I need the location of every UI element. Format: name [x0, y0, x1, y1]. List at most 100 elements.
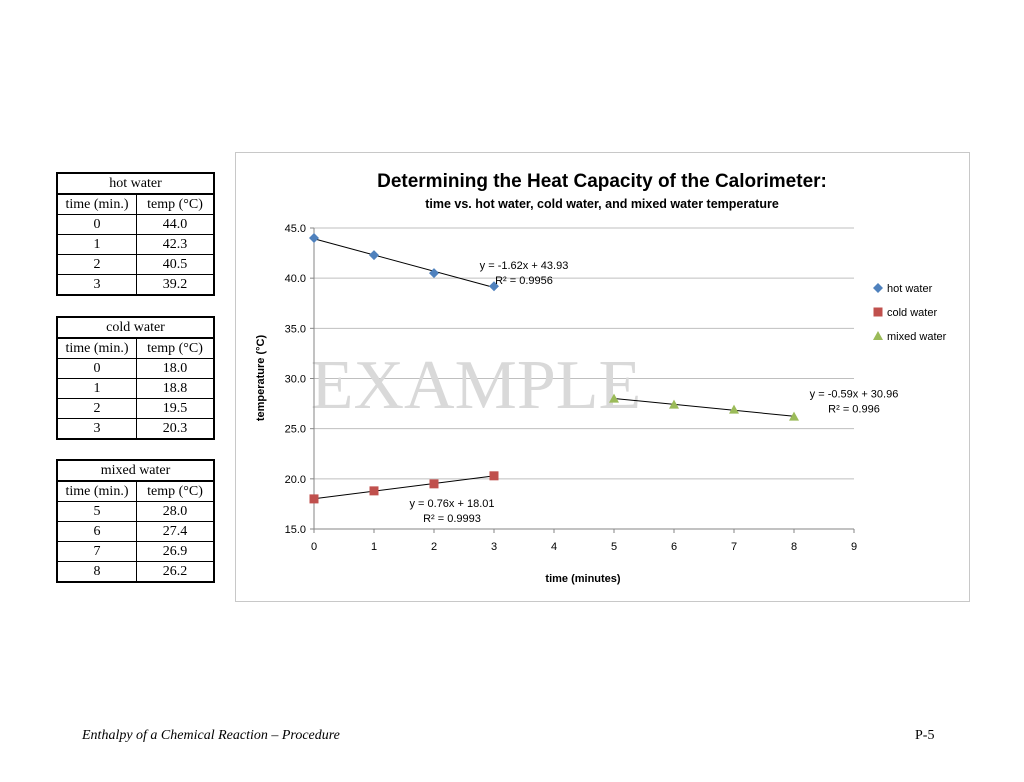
trend-equation: y = 0.76x + 18.01 — [409, 498, 494, 510]
y-tick-label: 30.0 — [285, 374, 306, 386]
data-point — [789, 411, 799, 421]
time-cell: 3 — [56, 274, 137, 296]
axes: 15.0 20.0 25.0 30.0 35.0 40.0 45.0 0 1 2 3 4 5 6 7 8 9 — [285, 223, 857, 553]
x-axis-label: time (minutes) — [545, 573, 621, 585]
x-tick-label: 3 — [491, 541, 497, 553]
table-row: 2 19.5 — [56, 398, 215, 419]
time-cell: 7 — [56, 541, 137, 562]
y-tick-label: 45.0 — [285, 223, 306, 235]
r-squared-value: R² = 0.9956 — [495, 275, 553, 287]
temp-cell: 26.2 — [136, 561, 215, 583]
chart-area: Determining the Heat Capacity of the Cal… — [235, 152, 970, 602]
x-tick-label: 5 — [611, 541, 617, 553]
legend-label: hot water — [887, 283, 933, 295]
x-tick-label: 8 — [791, 541, 797, 553]
data-markers — [309, 233, 799, 504]
trend-equation: y = -1.62x + 43.93 — [480, 260, 569, 272]
time-cell: 8 — [56, 561, 137, 583]
table-row: 1 42.3 — [56, 234, 215, 255]
x-tick-label: 4 — [551, 541, 557, 553]
y-axis-label: temperature (°C) — [255, 335, 267, 422]
table-title: mixed water — [56, 459, 215, 482]
x-tick-label: 9 — [851, 541, 857, 553]
temp-cell: 27.4 — [136, 521, 215, 542]
r-squared-value: R² = 0.996 — [828, 404, 880, 416]
temp-cell: 18.0 — [136, 358, 215, 379]
footer-title: Enthalpy of a Chemical Reaction – Proced… — [82, 728, 340, 743]
table-row: 3 39.2 — [56, 274, 215, 296]
r-squared-value: R² = 0.9993 — [423, 513, 481, 525]
data-point — [729, 404, 739, 414]
table-row: 0 18.0 — [56, 358, 215, 379]
data-point — [873, 283, 883, 293]
x-tick-label: 0 — [311, 541, 317, 553]
temp-cell: 42.3 — [136, 234, 215, 255]
time-cell: 0 — [56, 214, 137, 235]
table-row: 2 40.5 — [56, 254, 215, 275]
time-cell: 2 — [56, 398, 137, 419]
y-tick-label: 20.0 — [285, 474, 306, 486]
data-point — [429, 479, 439, 489]
y-tick-label: 25.0 — [285, 424, 306, 436]
trendlines — [313, 238, 795, 500]
chart-subtitle: time vs. hot water, cold water, and mixe… — [425, 197, 779, 211]
trendline — [613, 397, 795, 417]
watermark-text: EXAMPLE — [311, 347, 642, 424]
trend-equation: y = -0.59x + 30.96 — [810, 389, 899, 401]
time-cell: 2 — [56, 254, 137, 275]
page-number: P-5 — [915, 728, 935, 743]
x-tick-label: 1 — [371, 541, 377, 553]
y-tick-label: 15.0 — [285, 524, 306, 536]
time-cell: 1 — [56, 234, 137, 255]
data-point — [309, 494, 319, 504]
table-title: hot water — [56, 172, 215, 195]
y-tick-label: 35.0 — [285, 323, 306, 335]
y-tick-label: 40.0 — [285, 273, 306, 285]
table-row: 0 44.0 — [56, 214, 215, 235]
temp-cell: 26.9 — [136, 541, 215, 562]
mixed-water-table: mixed water time (min.) temp (°C) 5 28.0 … — [56, 459, 215, 583]
x-tick-label: 6 — [671, 541, 677, 553]
temp-cell: 19.5 — [136, 398, 215, 419]
trendline — [313, 238, 495, 288]
data-point — [369, 486, 379, 496]
gridlines — [314, 227, 854, 480]
chart-title: Determining the Heat Capacity of the Cal… — [377, 171, 827, 192]
x-tick-label: 7 — [731, 541, 737, 553]
legend: hot water cold water mixed water — [873, 283, 947, 343]
column-header-time: time (min.) — [56, 193, 137, 215]
time-cell: 5 — [56, 501, 137, 522]
temp-cell: 39.2 — [136, 274, 215, 296]
table-row: 3 20.3 — [56, 418, 215, 440]
data-point — [489, 471, 499, 481]
table-row: 1 18.8 — [56, 378, 215, 399]
data-point — [309, 233, 319, 244]
trend-equations: y = -1.62x + 43.93 R² = 0.9956 y = 0.76x +… — [409, 260, 898, 525]
time-cell: 0 — [56, 358, 137, 379]
temp-cell: 44.0 — [136, 214, 215, 235]
table-title: cold water — [56, 316, 215, 339]
temp-cell: 28.0 — [136, 501, 215, 522]
data-point — [669, 399, 679, 409]
time-cell: 1 — [56, 378, 137, 399]
temp-cell: 18.8 — [136, 378, 215, 399]
data-point — [489, 281, 499, 292]
legend-label: cold water — [887, 307, 937, 319]
column-header-temp: temp (°C) — [136, 193, 215, 215]
data-point — [429, 268, 439, 279]
cold-water-table: cold water time (min.) temp (°C) 0 18.0 1… — [56, 316, 215, 440]
scatter-chart: Determining the Heat Capacity of the Cal… — [255, 171, 947, 585]
column-header-time: time (min.) — [56, 337, 137, 359]
temp-cell: 20.3 — [136, 418, 215, 440]
time-cell: 6 — [56, 521, 137, 542]
table-row: 5 28.0 — [56, 501, 215, 522]
table-row: 6 27.4 — [56, 521, 215, 542]
trendline — [313, 475, 495, 500]
data-point — [369, 250, 379, 261]
column-header-temp: temp (°C) — [136, 337, 215, 359]
temp-cell: 40.5 — [136, 254, 215, 275]
legend-label: mixed water — [887, 331, 947, 343]
data-point — [873, 331, 883, 340]
table-row: 7 26.9 — [56, 541, 215, 562]
data-point — [873, 307, 883, 317]
